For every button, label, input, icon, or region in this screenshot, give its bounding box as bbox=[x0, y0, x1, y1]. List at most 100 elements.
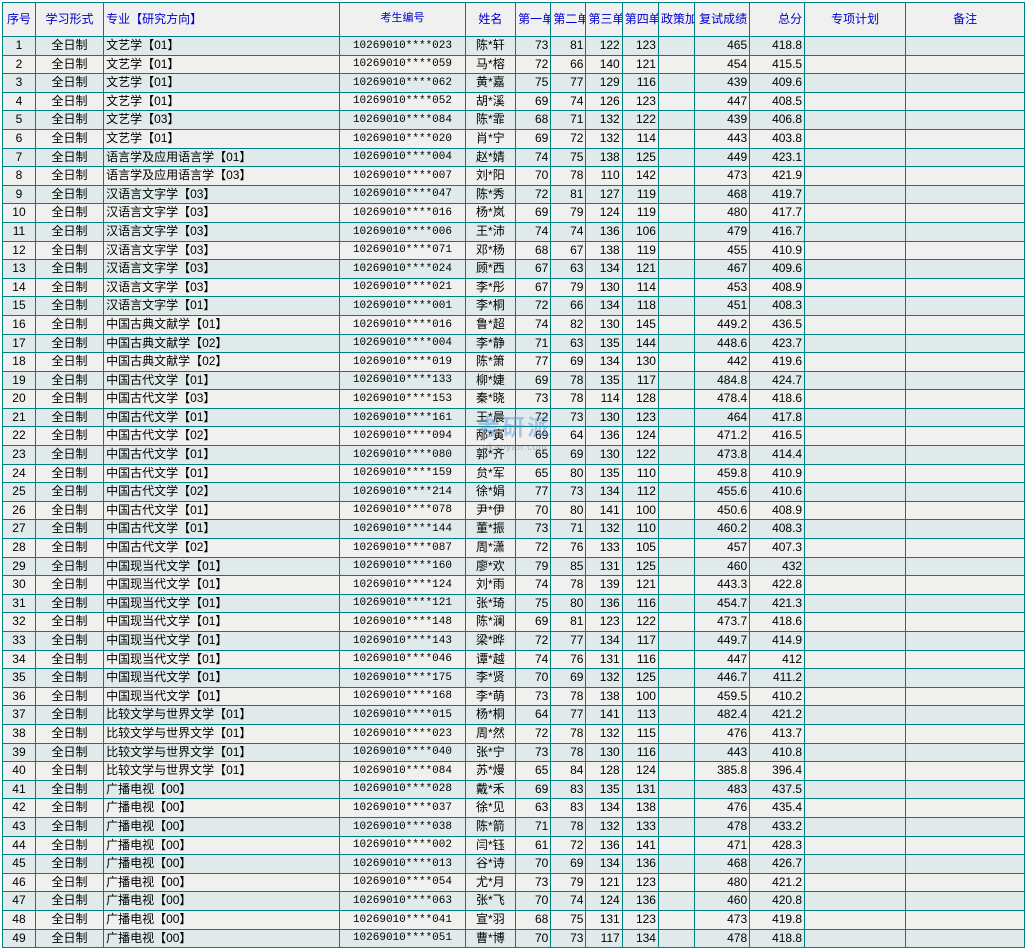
cell-remark bbox=[906, 892, 1025, 911]
cell-u3: 122 bbox=[586, 37, 622, 56]
cell-major: 中国古代文学【01】 bbox=[104, 520, 340, 539]
cell-form: 全日制 bbox=[35, 390, 103, 409]
cell-exid: 10269010****016 bbox=[340, 204, 465, 223]
cell-plan bbox=[805, 613, 906, 632]
cell-u3: 121 bbox=[586, 873, 622, 892]
cell-plan bbox=[805, 334, 906, 353]
cell-remark bbox=[906, 222, 1025, 241]
cell-major: 广播电视【00】 bbox=[104, 780, 340, 799]
cell-major: 广播电视【00】 bbox=[104, 929, 340, 948]
table-row: 47全日制广播电视【00】10269010****063张*飞707412413… bbox=[3, 892, 1025, 911]
cell-u3: 139 bbox=[586, 576, 622, 595]
cell-plan bbox=[805, 576, 906, 595]
cell-bonus bbox=[658, 483, 694, 502]
cell-name: 陈*秀 bbox=[465, 185, 516, 204]
cell-rescore: 451 bbox=[695, 297, 750, 316]
cell-remark bbox=[906, 501, 1025, 520]
cell-major: 比较文学与世界文学【01】 bbox=[104, 743, 340, 762]
cell-u3: 132 bbox=[586, 724, 622, 743]
cell-plan bbox=[805, 724, 906, 743]
cell-bonus bbox=[658, 501, 694, 520]
cell-plan bbox=[805, 315, 906, 334]
cell-form: 全日制 bbox=[35, 185, 103, 204]
cell-remark bbox=[906, 799, 1025, 818]
cell-bonus bbox=[658, 464, 694, 483]
cell-remark bbox=[906, 55, 1025, 74]
cell-u1: 70 bbox=[516, 892, 551, 911]
cell-seq: 47 bbox=[3, 892, 36, 911]
cell-name: 肖*宁 bbox=[465, 129, 516, 148]
cell-form: 全日制 bbox=[35, 836, 103, 855]
cell-form: 全日制 bbox=[35, 594, 103, 613]
cell-plan bbox=[805, 129, 906, 148]
cell-form: 全日制 bbox=[35, 855, 103, 874]
table-row: 41全日制广播电视【00】10269010****028戴*禾698313513… bbox=[3, 780, 1025, 799]
cell-u4: 116 bbox=[622, 594, 658, 613]
table-row: 38全日制比较文学与世界文学【01】10269010****023周*然7278… bbox=[3, 724, 1025, 743]
cell-u2: 78 bbox=[551, 724, 586, 743]
cell-total: 414.4 bbox=[750, 446, 805, 465]
cell-bonus bbox=[658, 241, 694, 260]
cell-rescore: 473.8 bbox=[695, 446, 750, 465]
cell-u4: 123 bbox=[622, 910, 658, 929]
cell-form: 全日制 bbox=[35, 241, 103, 260]
cell-u3: 129 bbox=[586, 74, 622, 93]
cell-name: 鲁*超 bbox=[465, 315, 516, 334]
cell-form: 全日制 bbox=[35, 204, 103, 223]
cell-seq: 34 bbox=[3, 650, 36, 669]
cell-u2: 79 bbox=[551, 278, 586, 297]
cell-bonus bbox=[658, 92, 694, 111]
cell-u3: 123 bbox=[586, 613, 622, 632]
cell-exid: 10269010****153 bbox=[340, 390, 465, 409]
cell-bonus bbox=[658, 576, 694, 595]
cell-major: 汉语言文字学【03】 bbox=[104, 185, 340, 204]
cell-u1: 69 bbox=[516, 92, 551, 111]
cell-rescore: 442 bbox=[695, 353, 750, 372]
cell-u3: 130 bbox=[586, 446, 622, 465]
cell-major: 中国古代文学【01】 bbox=[104, 501, 340, 520]
cell-name: 尤*月 bbox=[465, 873, 516, 892]
cell-seq: 45 bbox=[3, 855, 36, 874]
cell-total: 396.4 bbox=[750, 762, 805, 781]
table-row: 28全日制中国古代文学【02】10269010****087周*潇7276133… bbox=[3, 539, 1025, 558]
cell-total: 408.3 bbox=[750, 297, 805, 316]
cell-seq: 19 bbox=[3, 371, 36, 390]
cell-seq: 30 bbox=[3, 576, 36, 595]
cell-plan bbox=[805, 799, 906, 818]
cell-rescore: 484.8 bbox=[695, 371, 750, 390]
cell-form: 全日制 bbox=[35, 111, 103, 130]
cell-plan bbox=[805, 241, 906, 260]
cell-seq: 18 bbox=[3, 353, 36, 372]
cell-exid: 10269010****004 bbox=[340, 148, 465, 167]
cell-name: 黄*嘉 bbox=[465, 74, 516, 93]
cell-u1: 73 bbox=[516, 390, 551, 409]
cell-total: 410.8 bbox=[750, 743, 805, 762]
cell-u4: 138 bbox=[622, 799, 658, 818]
cell-major: 中国古代文学【02】 bbox=[104, 483, 340, 502]
table-row: 3全日制文艺学【01】10269010****062黄*嘉75771291164… bbox=[3, 74, 1025, 93]
cell-bonus bbox=[658, 222, 694, 241]
cell-u2: 83 bbox=[551, 799, 586, 818]
cell-major: 汉语言文字学【03】 bbox=[104, 204, 340, 223]
table-row: 18全日制中国古典文献学【02】10269010****019陈*箫776913… bbox=[3, 353, 1025, 372]
cell-u3: 134 bbox=[586, 297, 622, 316]
table-row: 42全日制广播电视【00】10269010****037徐*见638313413… bbox=[3, 799, 1025, 818]
cell-form: 全日制 bbox=[35, 780, 103, 799]
cell-exid: 10269010****080 bbox=[340, 446, 465, 465]
col-header-u1: 第一单元 bbox=[516, 3, 551, 37]
cell-plan bbox=[805, 650, 906, 669]
cell-plan bbox=[805, 185, 906, 204]
cell-u1: 69 bbox=[516, 613, 551, 632]
cell-name: 胡*溪 bbox=[465, 92, 516, 111]
table-row: 17全日制中国古典文献学【02】10269010****004李*静716313… bbox=[3, 334, 1025, 353]
cell-remark bbox=[906, 855, 1025, 874]
cell-u3: 132 bbox=[586, 817, 622, 836]
cell-total: 408.3 bbox=[750, 520, 805, 539]
table-row: 20全日制中国古代文学【03】10269010****153秦*晓7378114… bbox=[3, 390, 1025, 409]
cell-exid: 10269010****047 bbox=[340, 185, 465, 204]
col-header-name: 姓名 bbox=[465, 3, 516, 37]
cell-u4: 124 bbox=[622, 427, 658, 446]
col-header-bonus: 政策加分 bbox=[658, 3, 694, 37]
cell-bonus bbox=[658, 669, 694, 688]
cell-plan bbox=[805, 278, 906, 297]
